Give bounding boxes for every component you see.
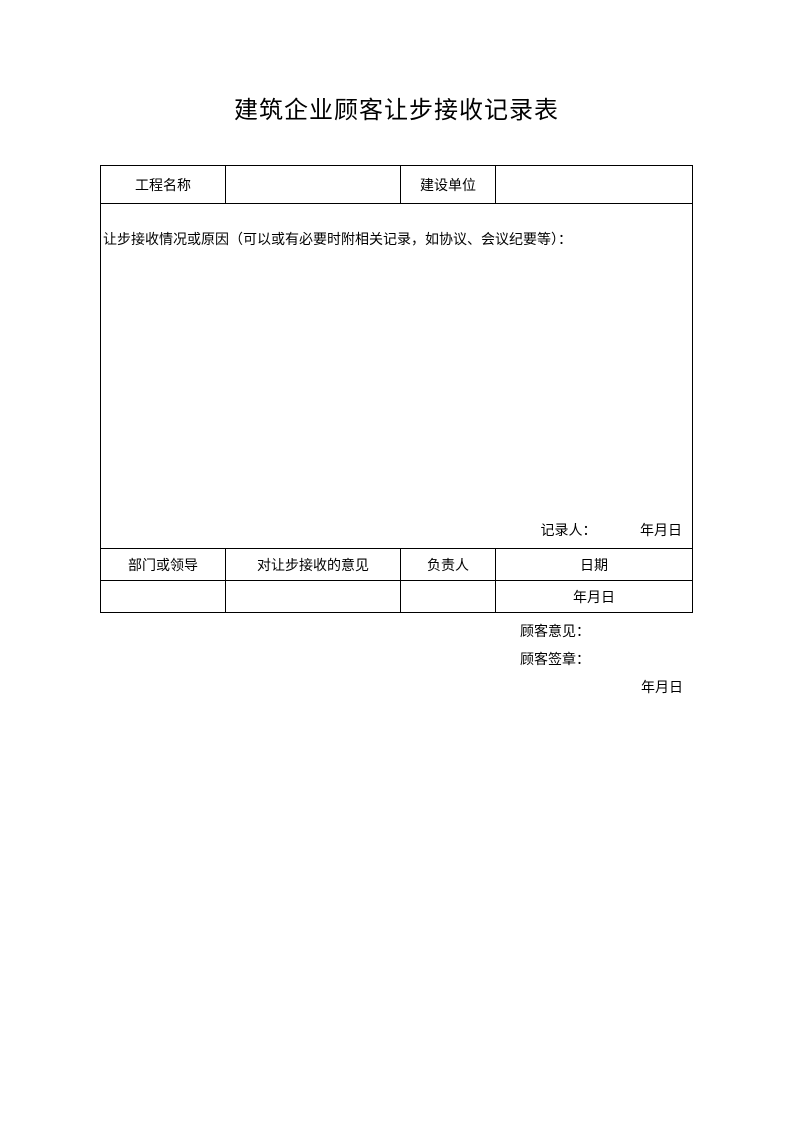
reason-text: 让步接收情况或原因（可以或有必要时附相关记录，如协议、会议纪要等）： bbox=[101, 204, 692, 249]
customer-opinion-label: 顾客意见： bbox=[100, 621, 693, 641]
dept-header: 部门或领导 bbox=[101, 549, 226, 581]
project-name-label: 工程名称 bbox=[101, 166, 226, 204]
opinion-value bbox=[226, 581, 401, 613]
footer-date: 年月日 bbox=[100, 677, 693, 697]
recorder-label: 记录人： bbox=[541, 524, 597, 539]
person-value bbox=[401, 581, 496, 613]
concession-form-table: 工程名称 建设单位 让步接收情况或原因（可以或有必要时附相关记录，如协议、会议纪… bbox=[100, 165, 693, 613]
date-value: 年月日 bbox=[496, 581, 693, 613]
form-title: 建筑企业顾客让步接收记录表 bbox=[100, 90, 693, 125]
date-header: 日期 bbox=[496, 549, 693, 581]
person-header: 负责人 bbox=[401, 549, 496, 581]
construction-unit-label: 建设单位 bbox=[401, 166, 496, 204]
opinion-header: 对让步接收的意见 bbox=[226, 549, 401, 581]
construction-unit-value bbox=[496, 166, 693, 204]
footer-section: 顾客意见： 顾客签章： 年月日 bbox=[100, 621, 693, 697]
reason-row: 让步接收情况或原因（可以或有必要时附相关记录，如协议、会议纪要等）： 记录人： … bbox=[101, 204, 693, 549]
recorder-line: 记录人： 年月日 bbox=[541, 520, 683, 540]
reason-cell: 让步接收情况或原因（可以或有必要时附相关记录，如协议、会议纪要等）： 记录人： … bbox=[101, 204, 693, 549]
project-name-value bbox=[226, 166, 401, 204]
opinion-data-row: 年月日 bbox=[101, 581, 693, 613]
project-info-row: 工程名称 建设单位 bbox=[101, 166, 693, 204]
opinion-header-row: 部门或领导 对让步接收的意见 负责人 日期 bbox=[101, 549, 693, 581]
recorder-date: 年月日 bbox=[640, 524, 682, 539]
dept-value bbox=[101, 581, 226, 613]
customer-signature-label: 顾客签章： bbox=[100, 649, 693, 669]
